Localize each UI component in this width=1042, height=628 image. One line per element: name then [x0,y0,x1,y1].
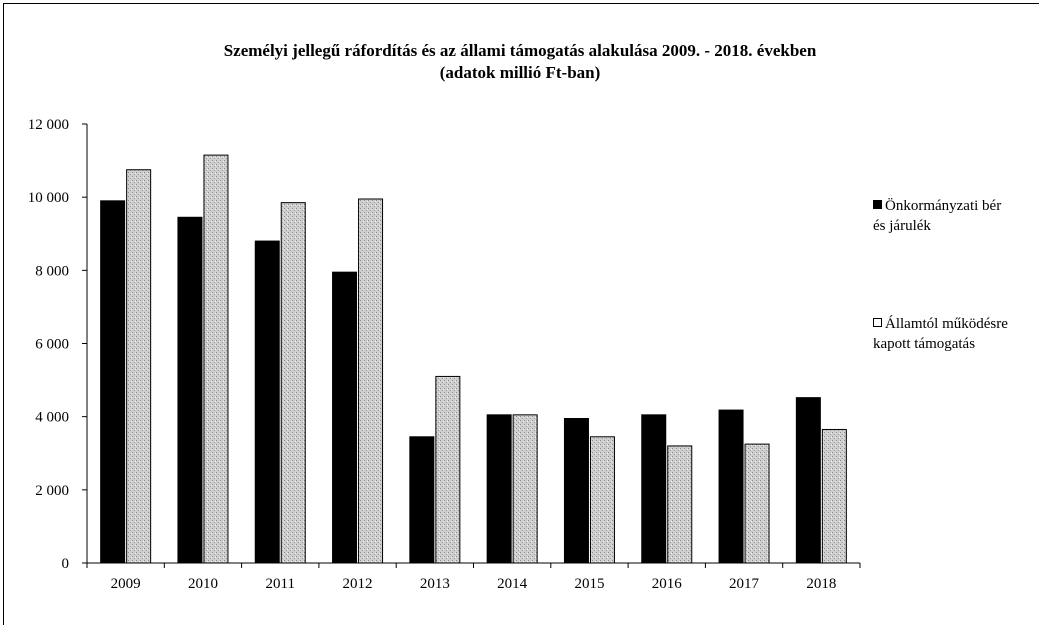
bar-allami-2018 [821,428,847,564]
bar-allami-2011 [280,202,306,564]
legend-label-1b: és járulék [873,218,931,234]
bar-onkormanyzati-2016 [641,414,667,564]
bar-onkormanyzati-2012 [332,271,358,564]
bar-onkormanyzati-2011 [254,240,280,564]
legend-swatch-1 [873,200,882,209]
x-tick-label: 2012 [343,576,373,592]
y-tick-label: 0 [62,556,70,572]
bar-onkormanyzati-2009 [100,200,126,564]
bar-allami-2009 [126,169,152,564]
bar-onkormanyzati-2010 [177,216,203,564]
bar-allami-2016 [667,445,693,564]
y-tick-label: 8 000 [35,263,69,279]
bar-onkormanyzati-2015 [563,417,589,564]
bar-onkormanyzati-2014 [486,414,512,564]
x-tick-label: 2013 [420,576,450,592]
bar-allami-2014 [512,414,538,564]
x-tick-label: 2014 [497,576,528,592]
legend-label-1a: Önkormányzati bér [885,198,1002,214]
x-tick-label: 2018 [806,576,836,592]
y-tick-label: 6 000 [35,337,69,353]
bar-allami-2017 [744,443,770,564]
y-tick-label: 12 000 [28,117,69,133]
x-tick-label: 2010 [188,576,218,592]
x-tick-label: 2015 [574,576,604,592]
x-tick-label: 2011 [266,576,295,592]
x-tick-label: 2017 [729,576,760,592]
chart-subtitle: (adatok millió Ft-ban) [439,63,601,82]
bar-allami-2013 [435,375,461,564]
legend-item-1: Önkormányzati bér és járulék [873,196,1001,236]
bar-allami-2015 [589,436,615,564]
y-tick-label: 4 000 [35,410,69,426]
legend-label-2a: Államtól működésre [885,316,1008,332]
bar-onkormanyzati-2013 [409,436,435,564]
bar-onkormanyzati-2018 [795,397,821,564]
x-tick-label: 2009 [111,576,141,592]
y-tick-label: 10 000 [28,190,69,206]
bar-allami-2010 [203,154,229,564]
bar-onkormanyzati-2017 [718,409,744,564]
bar-allami-2012 [358,198,384,564]
legend-item-2: Államtól működésre kapott támogatás [873,314,1008,354]
chart-title: Személyi jellegű ráfordítás és az állami… [223,41,817,60]
x-tick-label: 2016 [652,576,683,592]
legend-label-2b: kapott támogatás [873,336,976,352]
legend-swatch-2 [873,318,882,327]
y-tick-label: 2 000 [35,483,69,499]
chart-frame [3,3,1039,625]
